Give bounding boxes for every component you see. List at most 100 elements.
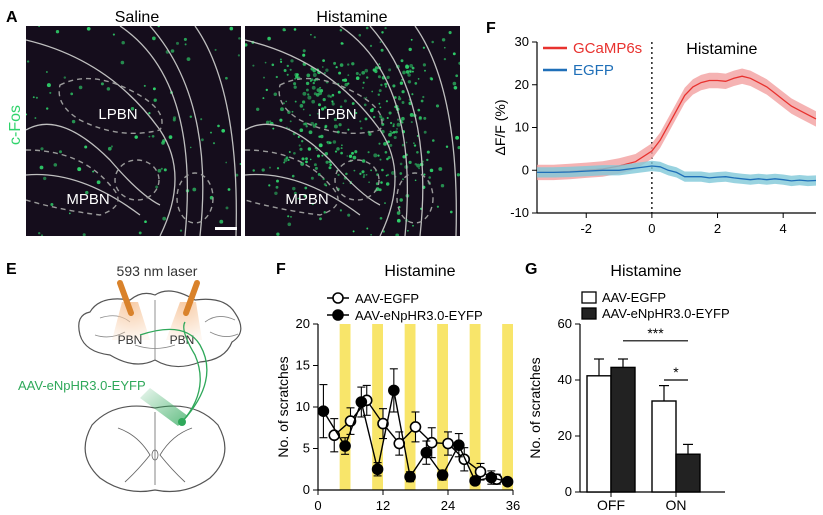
cfos-dot <box>276 232 280 236</box>
cfos-dot <box>63 76 67 79</box>
cfos-dot <box>162 216 167 221</box>
y-tick-label: 0 <box>522 162 529 177</box>
cfos-dot <box>46 83 51 88</box>
cfos-dot <box>401 101 405 104</box>
cfos-dot <box>361 86 365 89</box>
brain-folds <box>94 315 239 338</box>
cfos-dot <box>318 143 323 148</box>
histamine-micrograph <box>245 26 460 236</box>
cfos-dot <box>343 78 348 82</box>
cfos-dot <box>383 142 387 146</box>
cfos-dot <box>337 173 340 177</box>
panel-letter-a: A <box>6 9 18 26</box>
legend-label: AAV-eNpHR3.0-EYFP <box>355 308 483 323</box>
cfos-dot <box>49 91 52 94</box>
cfos-dot <box>287 215 290 218</box>
cfos-dot <box>50 202 54 207</box>
cfos-dot <box>297 135 300 139</box>
x-tick-label: -2 <box>580 221 592 236</box>
histamine-outline <box>339 26 408 236</box>
cfos-dot <box>436 205 439 208</box>
cfos-dot <box>309 158 312 161</box>
cfos-dot <box>414 162 418 166</box>
cfos-dot <box>408 160 412 164</box>
cfos-dot <box>417 108 421 112</box>
x-tick-label: 0 <box>314 498 321 513</box>
cfos-dot <box>106 87 111 91</box>
cfos-dot <box>339 63 344 67</box>
cfos-dot <box>448 31 452 35</box>
cfos-dot <box>305 157 308 161</box>
laser-on-period <box>372 324 383 490</box>
cfos-dot <box>407 229 409 232</box>
cfos-dot <box>452 52 456 56</box>
saline-micrograph <box>26 26 241 236</box>
cfos-dot <box>238 37 241 40</box>
cfos-dot <box>189 115 193 118</box>
cfos-dot <box>386 75 390 79</box>
cfos-dot <box>385 182 390 186</box>
cfos-dot <box>160 167 163 170</box>
cfos-dot <box>316 88 321 92</box>
cfos-dot <box>168 135 173 139</box>
y-tick-label: 10 <box>296 399 310 414</box>
cfos-dot <box>339 105 343 108</box>
cfos-dot <box>279 118 283 122</box>
cfos-dot <box>46 107 49 110</box>
cfos-label: c-Fos <box>7 105 24 145</box>
cfos-dot <box>311 85 316 90</box>
cfos-dot <box>264 61 267 64</box>
cfos-dot <box>371 107 374 111</box>
cfos-dot <box>402 70 406 75</box>
cfos-dot <box>305 88 309 92</box>
cfos-dot <box>394 130 398 134</box>
cfos-dot <box>426 150 430 154</box>
cfos-dot <box>221 128 226 133</box>
cfos-dot <box>396 122 401 127</box>
cfos-dot <box>380 181 383 184</box>
bar <box>610 366 636 493</box>
cfos-dot <box>82 233 86 236</box>
cfos-dot <box>379 106 382 109</box>
cfos-dot <box>424 69 426 72</box>
cfos-dot <box>392 84 396 88</box>
cfos-dot <box>443 57 447 61</box>
cfos-dot <box>313 163 317 167</box>
cfos-dot <box>431 40 434 44</box>
histamine-outline <box>414 26 457 236</box>
cfos-dot <box>157 26 160 28</box>
cfos-dot <box>428 176 432 179</box>
cfos-dot <box>387 156 391 159</box>
scale-bar <box>215 227 237 230</box>
cfos-dot <box>38 232 41 235</box>
cfos-dot <box>305 81 310 86</box>
data-point <box>501 475 514 488</box>
cfos-dot <box>366 227 369 230</box>
y-tick-label: 20 <box>296 316 310 331</box>
cfos-dot <box>184 43 187 46</box>
cfos-dot <box>457 145 460 150</box>
cfos-dot <box>370 169 373 172</box>
cfos-dot <box>358 73 362 76</box>
cfos-dot <box>138 231 142 235</box>
cfos-dot <box>347 74 350 76</box>
cfos-dot <box>432 139 435 142</box>
cfos-dot <box>405 64 410 69</box>
cfos-dot <box>443 46 446 49</box>
cfos-dot <box>339 29 343 32</box>
cfos-dot <box>293 191 297 195</box>
cfos-dot <box>306 73 311 78</box>
cfos-dot <box>148 135 151 138</box>
significance-label: *** <box>647 325 664 341</box>
x-tick-label: 2 <box>714 221 721 236</box>
y-axis-label: ΔF/F (%) <box>492 99 508 155</box>
data-point <box>425 436 438 449</box>
cfos-dot <box>189 146 192 149</box>
projection-path <box>181 321 201 423</box>
x-tick-label: 0 <box>648 221 655 236</box>
cfos-dot <box>405 141 408 144</box>
cfos-dot <box>285 100 288 103</box>
y-tick-label: 10 <box>515 120 529 135</box>
cfos-dot <box>416 163 421 168</box>
cfos-dot <box>273 92 278 96</box>
